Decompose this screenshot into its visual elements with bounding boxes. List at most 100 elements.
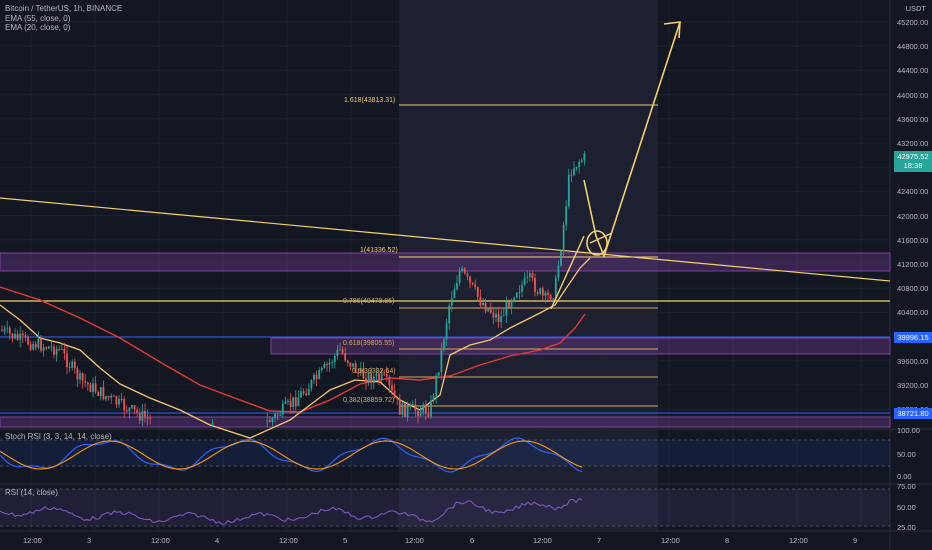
candle-body [435,375,438,397]
candle-body [105,396,107,400]
time-axis-label: 12:00 [151,536,170,545]
candle-body [300,391,302,398]
candle-body [297,397,300,407]
candle-body [367,372,370,383]
fib-label: 0.5(39332.64) [352,368,396,375]
candle-body [515,292,518,298]
candle-body [84,380,87,383]
price-axis-label: 43600.00 [897,114,929,124]
candle-body [383,373,386,375]
candle-body [474,284,477,288]
candle-body [21,333,24,336]
candle-body [73,361,76,369]
price-axis-label: 40800.00 [897,284,929,294]
candle-body [492,312,495,318]
candle-body [331,362,334,364]
price-axis-label: 45200.00 [897,18,929,27]
candle-body [432,396,435,401]
ema55-legend[interactable]: EMA (55, close, 0) [5,13,71,23]
candle-body [287,400,289,402]
candle-body [24,335,27,337]
candle-body [123,398,126,411]
candle-body [497,313,500,323]
stoch-axis-label: 50.00 [897,450,916,459]
highlight-circle [586,230,608,256]
candle-body [11,333,14,339]
level-price-tag: 38721.80 [894,408,932,419]
chart-legend: Bitcoin / TetherUS, 1h, BINANCE EMA (55,… [5,4,122,33]
candle-body [305,393,308,396]
candle-body [422,404,425,413]
candle-body [456,283,458,290]
candle-body [346,360,349,363]
stoch-rsi-title[interactable]: Stoch RSI (3, 3, 14, 14, close) [5,432,112,441]
time-axis-label: 12:00 [533,536,552,545]
candle-body [328,362,331,366]
candle-body [396,397,399,400]
candle-body [94,383,97,392]
symbol-title[interactable]: Bitcoin / TetherUS, 1h, BINANCE [5,4,123,13]
candle-body [115,396,118,405]
candle-body [445,323,448,340]
ema20-legend[interactable]: EMA (20, close, 0) [5,23,71,32]
candle-body [479,296,482,306]
time-axis-label: 7 [597,536,602,545]
candle-body [292,397,295,407]
candle-body [461,268,464,271]
candle-body [136,409,139,413]
candle-body [362,368,365,379]
candle-body [541,288,544,296]
candle-body [518,291,521,293]
candle-body [378,373,380,381]
candle-body [110,395,113,398]
candle-body [79,373,81,380]
candle-body [502,315,505,317]
arrow-head [663,21,681,39]
candle-body [310,380,313,389]
candle-body [53,346,55,355]
price-axis-label: 44400.00 [897,66,929,76]
candle-body [578,161,581,167]
candle-body [344,353,347,361]
candle-body [339,349,341,351]
candle-body [318,370,321,379]
candle-body [482,303,484,306]
candle-body [266,420,269,422]
candle-body [427,413,430,417]
candle-body [323,364,326,368]
time-axis-label: 8 [725,536,730,545]
fib-label: 0.382(38859.72) [343,397,395,404]
candle-body [560,250,562,266]
candle-body [144,410,146,418]
price-axis-label: 42400.00 [897,187,929,197]
price-axis-label: 44000.00 [897,90,929,100]
rsi-axis-label: 50.00 [897,503,916,512]
candle-body [430,400,432,417]
candle-body [554,277,557,299]
candle-body [570,174,573,176]
candle-body [370,372,373,383]
candle-body [50,346,53,348]
candle-body [315,374,318,379]
candle-body [526,276,529,278]
stoch-band [0,440,890,466]
candle-body [289,400,292,407]
candle-body [510,300,513,309]
candle-body [92,383,94,393]
candle-body [37,338,40,348]
candle-body [419,412,422,417]
candle-body [131,405,133,408]
candle-body [388,376,391,386]
candle-body [531,273,534,278]
candle-body [450,298,453,306]
rsi-title[interactable]: RSI (14, close) [5,488,58,497]
fib-label: 1.618(43813.31) [344,97,396,104]
resistance-zone [0,252,891,272]
candle-body [29,344,32,350]
time-axis-label: 12:00 [279,536,298,545]
candle-body [575,166,578,169]
candle-body [534,277,536,293]
candle-body [55,349,58,355]
candle-body [469,276,471,283]
